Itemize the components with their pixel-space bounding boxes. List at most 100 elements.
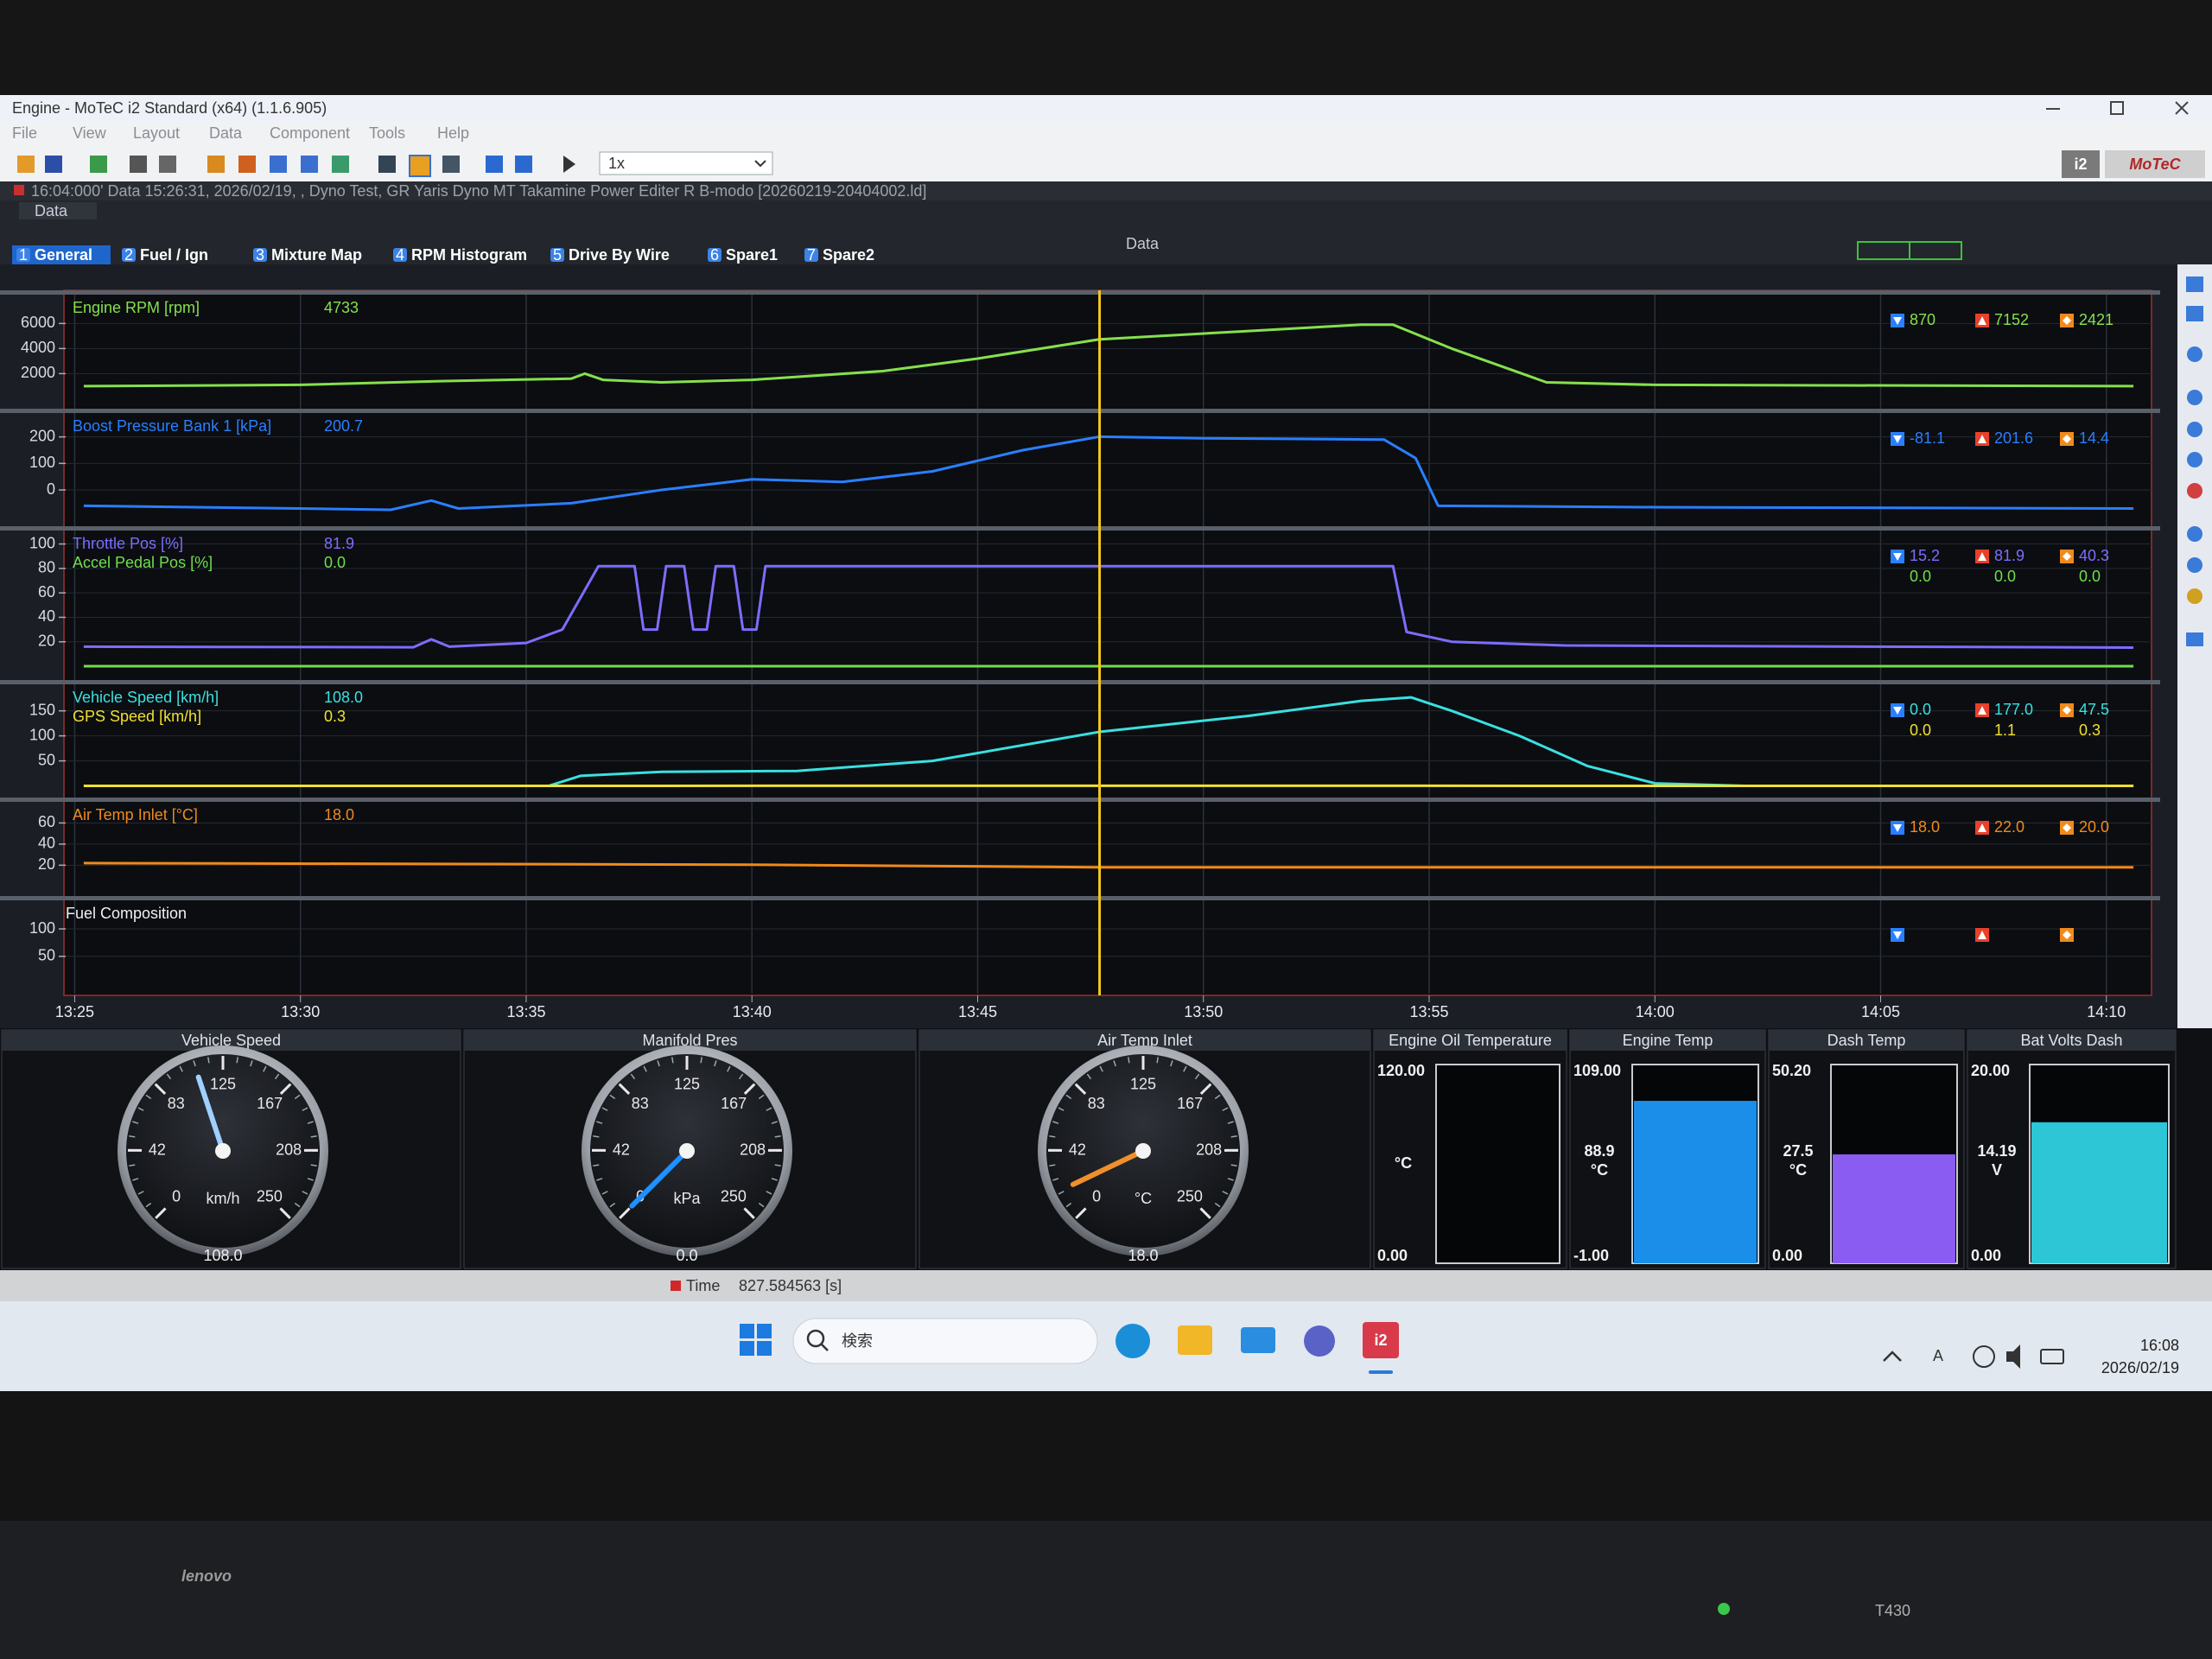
bar-gauge-reading: 27.5 <box>1783 1142 1813 1160</box>
y-tick-label: 40 <box>38 607 55 625</box>
tab-label[interactable]: RPM Histogram <box>411 246 527 264</box>
cursor-value: 108.0 <box>324 689 363 706</box>
gauge-tick <box>619 1207 631 1219</box>
bar-gauge-bottom: 0.00 <box>1971 1247 2001 1264</box>
bar-gauge-box <box>1435 1064 1560 1264</box>
x-tick-label: 14:00 <box>1636 1003 1675 1020</box>
bar-gauge-top: 120.00 <box>1377 1062 1425 1079</box>
gauge-minor-tick <box>179 1065 183 1072</box>
gauge-minor-tick <box>129 1135 136 1138</box>
bar-gauge-unit: °C <box>1591 1161 1608 1179</box>
clock-time[interactable]: 16:08 <box>2140 1337 2179 1354</box>
search-box[interactable] <box>792 1318 1098 1364</box>
menu-item[interactable]: Data <box>209 124 243 142</box>
trace <box>83 435 2134 512</box>
menu-item[interactable]: Help <box>437 124 469 142</box>
stat-max: 201.6 <box>1994 429 2033 447</box>
tab-label[interactable]: Drive By Wire <box>569 246 670 264</box>
x-tick-label: 13:30 <box>281 1003 320 1020</box>
gauge-minor-tick <box>132 1121 139 1124</box>
gauge-minor-tick <box>1194 1073 1200 1080</box>
start-button[interactable] <box>740 1324 772 1356</box>
status-strip <box>0 181 2212 200</box>
gauge-needle <box>195 1074 226 1154</box>
tab-label[interactable]: General <box>35 246 92 264</box>
gauge-minor-tick <box>596 1178 603 1181</box>
logo-badge: i2 <box>2074 156 2087 173</box>
pane-tab-bg[interactable] <box>19 202 97 219</box>
tab-badge[interactable] <box>122 248 136 262</box>
network-icon[interactable] <box>1973 1345 1995 1368</box>
bar-gauge-title-bar <box>1967 1030 2176 1051</box>
tab-badge[interactable] <box>804 248 818 262</box>
search-icon <box>806 1329 825 1348</box>
speed-dropdown[interactable] <box>599 151 773 175</box>
gauge-minor-tick <box>145 1094 152 1100</box>
logo-brand: MoTeC <box>2129 156 2181 173</box>
stat-icon-glyph <box>2063 706 2071 715</box>
tab-number: 7 <box>807 246 816 264</box>
x-tick-label: 13:40 <box>733 1003 772 1020</box>
menu-item[interactable]: File <box>12 124 37 142</box>
tab-badge[interactable] <box>393 248 407 262</box>
stat-min: 18.0 <box>1910 818 1940 836</box>
tray-chevron[interactable] <box>1883 1351 1902 1362</box>
clock-date[interactable]: 2026/02/19 <box>2101 1359 2179 1376</box>
tab-label[interactable]: Spare2 <box>823 246 874 264</box>
gauge-minor-tick <box>596 1121 603 1124</box>
window-controls[interactable] <box>2046 101 2189 115</box>
gauge-minor-tick <box>1049 1135 1056 1138</box>
cursor-value: 0.0 <box>324 554 346 571</box>
panel-separator <box>0 680 2160 684</box>
gauge-minor-tick <box>657 1060 660 1067</box>
gauge-tick-label: 125 <box>674 1076 700 1093</box>
stat-min: 0.0 <box>1910 701 1931 718</box>
gauge-value: 0.0 <box>676 1247 697 1264</box>
toolbar-icons[interactable] <box>17 155 575 177</box>
tab-label[interactable]: Mixture Map <box>271 246 362 264</box>
edge-icon[interactable] <box>1116 1324 1150 1358</box>
gauge-minor-tick <box>1099 1065 1103 1072</box>
gauge-minor-tick <box>630 1073 636 1080</box>
i2-app-icon[interactable] <box>1363 1322 1399 1358</box>
stat-min: 15.2 <box>1910 547 1940 564</box>
menu-item[interactable]: Component <box>270 124 350 142</box>
laptop-model: T430 <box>1875 1602 1910 1619</box>
stat-icon-glyph <box>1978 706 1986 715</box>
gauge-tick-label: 125 <box>210 1076 236 1093</box>
gauge-minor-tick <box>609 1202 616 1208</box>
explorer-icon[interactable] <box>1178 1325 1212 1355</box>
gauge-tick-label: 42 <box>149 1141 166 1158</box>
gauge-minor-tick <box>1230 1135 1237 1138</box>
menu-item[interactable]: View <box>73 124 107 142</box>
volume-icon[interactable] <box>2006 1344 2020 1369</box>
stat-avg: 2421 <box>2079 311 2113 328</box>
tab-badge[interactable] <box>708 248 721 262</box>
x-tick-label: 13:55 <box>1409 1003 1448 1020</box>
gauge-minor-tick <box>310 1135 317 1138</box>
time-value: 827.584563 [s] <box>739 1277 842 1294</box>
tab-label[interactable]: Fuel / Ign <box>140 246 208 264</box>
bar-gauge-title: Engine Oil Temperature <box>1389 1032 1552 1049</box>
side-toolbar-icons[interactable] <box>2186 276 2203 646</box>
gauge-minor-tick <box>643 1065 647 1072</box>
stat-icon-glyph <box>1893 317 1902 325</box>
mail-icon[interactable] <box>1241 1327 1275 1353</box>
tab-badge[interactable] <box>253 248 267 262</box>
gauge-minor-tick <box>1183 1065 1187 1072</box>
tab-number: 4 <box>396 246 404 264</box>
panel-separator <box>0 896 2160 900</box>
menu-item[interactable]: Layout <box>133 124 180 142</box>
tab-label[interactable]: Spare1 <box>726 246 778 264</box>
stat-icon-glyph <box>1978 931 1986 939</box>
gauge-minor-tick <box>129 1164 136 1166</box>
gauge-minor-tick <box>1052 1178 1059 1181</box>
ime-indicator[interactable]: A <box>1933 1347 1943 1364</box>
menu-item[interactable]: Tools <box>369 124 405 142</box>
pane-tab: Data <box>35 202 68 219</box>
tab-badge[interactable] <box>16 248 30 262</box>
tab-badge[interactable] <box>550 248 564 262</box>
battery-icon[interactable] <box>2040 1349 2064 1364</box>
teams-icon[interactable] <box>1304 1325 1335 1357</box>
gauge-minor-tick <box>601 1107 608 1111</box>
